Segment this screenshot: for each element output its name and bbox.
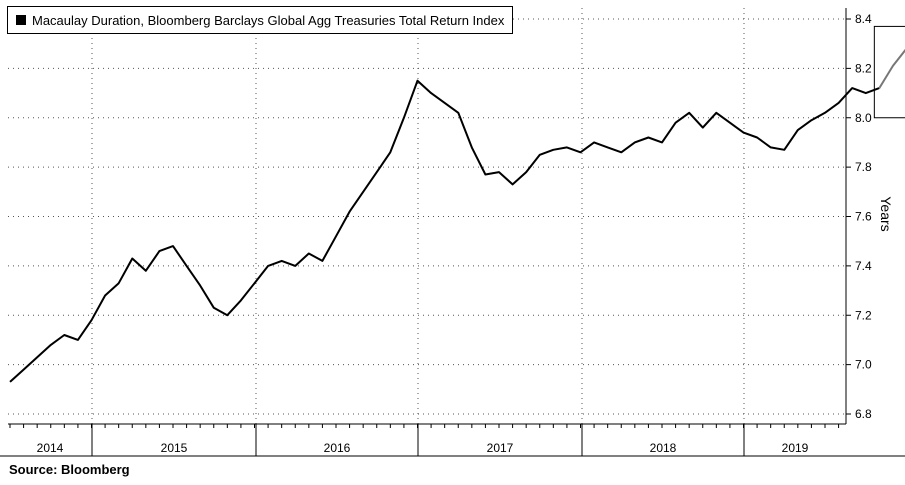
y-tick-label: 8.0 [855, 111, 872, 125]
x-tick-labels: 2014 2015 2016 2017 2018 2019 [37, 441, 809, 455]
y-tick-label: 8.4 [855, 12, 872, 26]
y-tick-label: 7.2 [855, 308, 872, 322]
x-tick-label: 2019 [782, 441, 809, 455]
legend: Macaulay Duration, Bloomberg Barclays Gl… [7, 6, 514, 34]
y-tick-label: 7.4 [855, 259, 872, 273]
duration-recent-series-line [878, 48, 905, 89]
y-tick-label: 7.8 [855, 160, 872, 174]
gridlines [8, 8, 846, 424]
y-tick-label: 6.8 [855, 407, 872, 421]
source-note: Source: Bloomberg [9, 462, 130, 477]
axes [0, 8, 905, 457]
duration-series-line [9, 79, 880, 383]
x-tick-label: 2015 [161, 441, 188, 455]
x-tick-label: 2014 [37, 441, 64, 455]
x-tick-label: 2018 [650, 441, 677, 455]
legend-swatch [16, 15, 26, 25]
y-tick-label: 8.2 [855, 61, 872, 75]
highlight-box [873, 25, 905, 119]
x-tick-label: 2016 [324, 441, 351, 455]
y-tick-label: 7.6 [855, 210, 872, 224]
y-tick-labels: 6.8 7.0 7.2 7.4 7.6 7.8 8.0 8.2 8.4 [855, 12, 872, 421]
series-group [9, 25, 905, 383]
x-tick-label: 2017 [487, 441, 514, 455]
y-tick-label: 7.0 [855, 358, 872, 372]
legend-label: Macaulay Duration, Bloomberg Barclays Gl… [32, 12, 505, 28]
y-axis-title: Years [878, 196, 894, 231]
